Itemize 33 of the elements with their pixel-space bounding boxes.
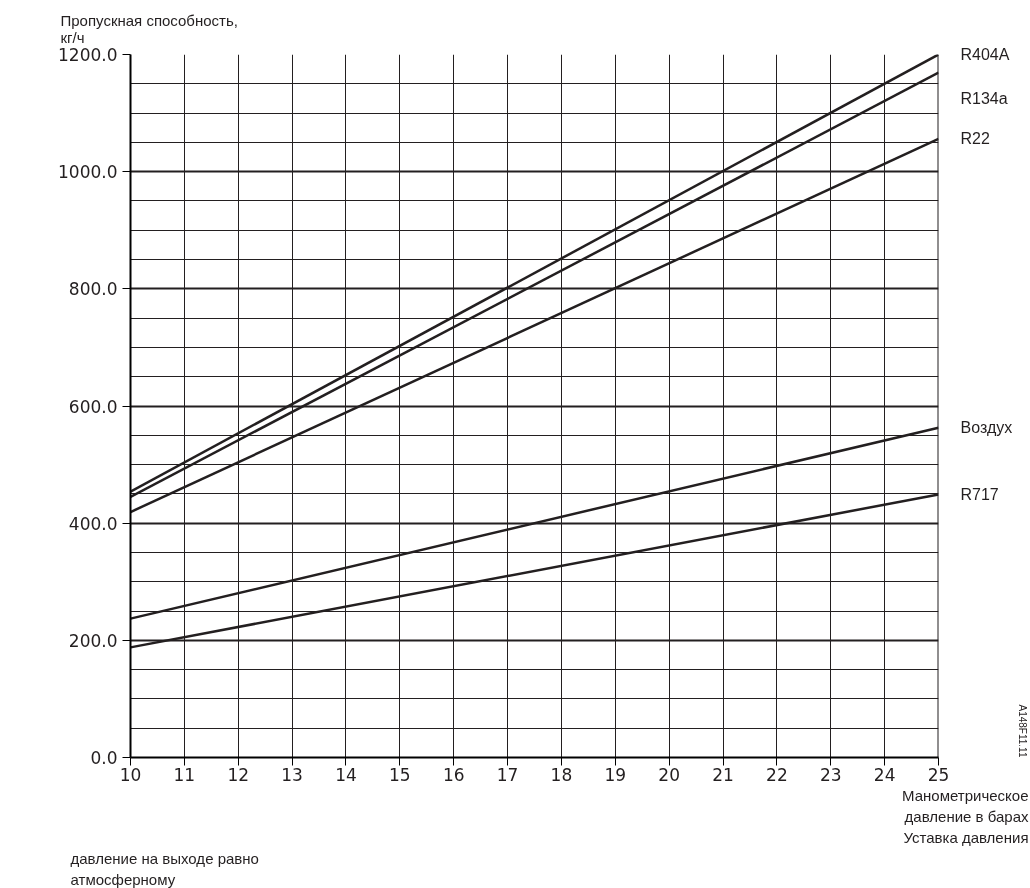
text: Уставка давления xyxy=(903,828,1029,846)
y-tick-label: 200.0 xyxy=(68,630,118,651)
text: A148F11.11 xyxy=(1016,704,1028,758)
x-tick-label: 23 xyxy=(819,764,842,785)
x-tick-label: 24 xyxy=(873,764,896,785)
x-tick-label: 25 xyxy=(927,764,950,785)
y-tick-label: 800.0 xyxy=(68,279,118,300)
x-tick-label: 11 xyxy=(173,764,196,785)
series-label: R134a xyxy=(960,89,1008,107)
x-tick-label: 21 xyxy=(712,764,734,785)
series-label: R22 xyxy=(960,130,990,148)
x-tick-label: 22 xyxy=(766,764,788,785)
y-axis-title: Пропускная способность, кг/ч xyxy=(60,11,238,46)
y-tick-label: 600.0 xyxy=(68,396,118,417)
series-label: R404A xyxy=(960,46,1010,63)
x-tick-label: 10 xyxy=(119,764,142,785)
x-tick-label: 20 xyxy=(658,764,680,785)
x-tick-label: 17 xyxy=(496,764,519,785)
series-label: R717 xyxy=(960,485,999,503)
x-tick-label: 16 xyxy=(442,764,465,785)
y-tick-label: 1200.0 xyxy=(58,45,118,65)
y-tick-label: 1000.0 xyxy=(58,162,118,183)
x-tick-label: 12 xyxy=(227,764,250,785)
x-tick-label: 18 xyxy=(550,764,573,785)
text: давление на выходе равно атмосферному xyxy=(70,849,259,888)
x-tick-label: 19 xyxy=(604,764,627,785)
y-tick-label: 400.0 xyxy=(68,513,118,534)
x-tick-label: 13 xyxy=(281,764,303,785)
y-tick-label: 0.0 xyxy=(90,748,118,768)
series-label: Воздух xyxy=(960,419,1013,437)
x-axis-title: Манометрическое давление в барах xyxy=(902,786,1029,825)
x-tick-label: 15 xyxy=(389,764,411,785)
x-tick-label: 14 xyxy=(335,764,357,785)
